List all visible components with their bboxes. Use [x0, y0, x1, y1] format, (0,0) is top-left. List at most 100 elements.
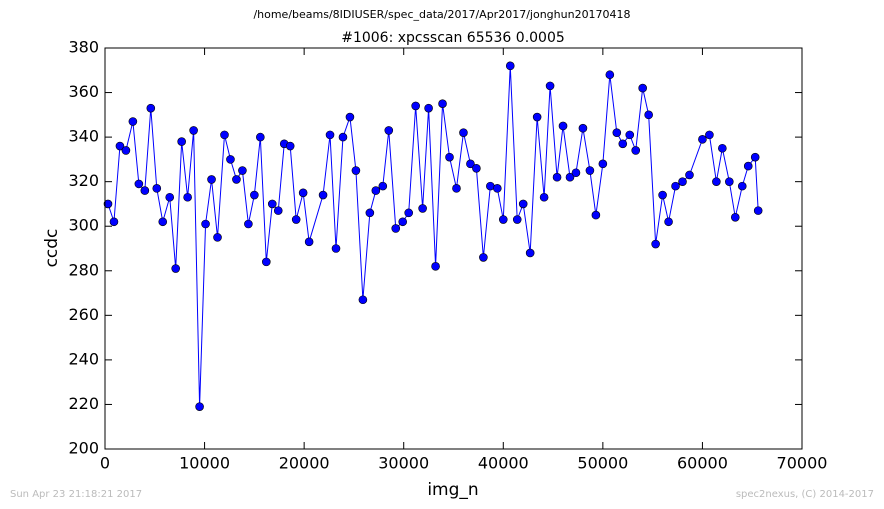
data-point	[753, 206, 763, 215]
x-tick-label: 50000	[577, 454, 628, 473]
data-point	[291, 215, 301, 224]
data-point	[445, 152, 454, 162]
data-point	[262, 257, 271, 267]
data-point	[128, 117, 138, 126]
data-point	[171, 264, 180, 273]
data-point	[267, 199, 277, 209]
y-tick-label: 340	[68, 127, 99, 146]
data-point	[644, 110, 653, 120]
data-point	[189, 126, 198, 135]
data-point	[612, 128, 622, 137]
data-point	[493, 184, 502, 193]
data-point	[351, 166, 361, 175]
data-point	[558, 121, 568, 131]
data-point	[591, 210, 601, 220]
data-point	[618, 139, 628, 149]
data-point	[201, 219, 210, 229]
y-tick-label: 300	[68, 216, 99, 235]
data-point	[304, 237, 314, 247]
data-point	[545, 81, 555, 91]
data-point	[391, 224, 401, 233]
data-point	[431, 262, 440, 271]
data-point	[134, 179, 144, 189]
file-path: /home/beams/8IDIUSER/spec_data/2017/Apr2…	[253, 8, 630, 21]
data-point	[418, 204, 427, 213]
data-point	[424, 103, 433, 113]
data-point	[331, 244, 341, 253]
timestamp: Sun Apr 23 21:18:21 2017	[10, 489, 142, 500]
data-point	[625, 130, 635, 140]
data-point	[438, 99, 447, 108]
data-point	[525, 248, 535, 258]
data-point	[698, 135, 707, 144]
data-point	[678, 177, 687, 186]
data-point	[638, 83, 647, 93]
data-point	[152, 184, 162, 193]
x-tick-label: 40000	[478, 454, 529, 473]
data-point	[743, 161, 753, 171]
x-axis-label: img_n	[427, 480, 478, 500]
y-tick-label: 240	[68, 349, 99, 368]
data-point	[737, 181, 747, 191]
x-tick-label: 60000	[677, 454, 728, 473]
data-point	[472, 164, 481, 173]
credit: spec2nexus, (C) 2014-2017	[736, 489, 874, 500]
data-point	[664, 217, 673, 227]
y-tick-label: 380	[68, 38, 99, 57]
data-point	[183, 192, 192, 202]
data-point	[459, 128, 468, 137]
data-point	[121, 146, 131, 155]
data-point	[658, 190, 667, 200]
data-point	[466, 159, 475, 169]
data-point	[705, 130, 714, 140]
data-point	[585, 166, 595, 175]
plot-frame	[104, 47, 803, 450]
data-point	[232, 175, 241, 184]
data-point	[651, 239, 660, 249]
data-point	[220, 130, 229, 140]
data-point	[479, 253, 488, 262]
data-point	[109, 217, 119, 227]
data-point	[146, 103, 156, 113]
data-point	[712, 177, 721, 186]
data-point	[325, 130, 335, 140]
chart-title: #1006: xpcsscan 65536 0.0005	[341, 30, 565, 46]
y-tick-label: 200	[68, 439, 99, 458]
data-line	[107, 65, 759, 407]
x-tick-label: 30000	[378, 454, 429, 473]
x-tick-label: 10000	[179, 454, 230, 473]
data-point	[165, 192, 175, 202]
data-point	[158, 217, 168, 227]
data-point	[371, 186, 381, 195]
x-tick-label: 70000	[777, 454, 828, 473]
data-point	[358, 295, 368, 305]
data-point	[498, 215, 508, 224]
data-point	[273, 206, 283, 215]
data-point	[571, 168, 581, 178]
data-point	[750, 152, 760, 162]
data-point	[565, 172, 575, 182]
data-point	[398, 217, 408, 227]
data-point	[685, 170, 694, 180]
data-point	[518, 199, 528, 209]
data-point	[725, 177, 734, 186]
x-tick-label: 0	[100, 454, 110, 473]
data-point	[404, 208, 413, 218]
data-point	[505, 61, 515, 71]
data-point	[115, 141, 125, 151]
data-point	[598, 159, 608, 169]
data-point	[452, 184, 461, 193]
data-point	[256, 132, 265, 142]
data-point	[578, 123, 588, 133]
data-point	[285, 141, 295, 151]
x-tick-label: 20000	[279, 454, 330, 473]
data-point	[718, 143, 727, 153]
data-point	[177, 137, 186, 146]
data-point	[345, 112, 355, 122]
data-point	[512, 215, 522, 224]
data-point	[318, 190, 328, 200]
data-point	[195, 402, 204, 411]
y-tick-label: 360	[68, 82, 99, 101]
y-axis-label: ccdc	[42, 229, 62, 268]
